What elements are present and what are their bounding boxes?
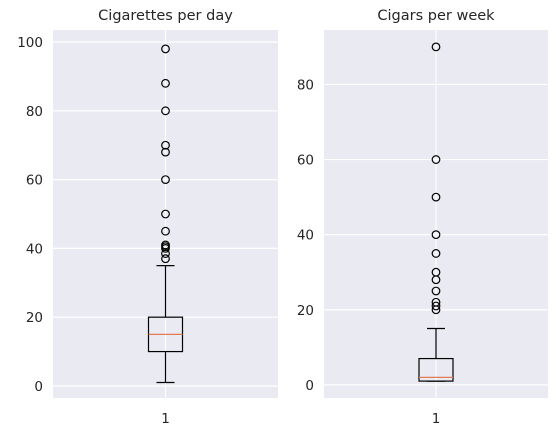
- outlier-point: [161, 147, 170, 157]
- outlier-point: [161, 226, 170, 236]
- outlier-point: [161, 240, 170, 250]
- outlier-point: [161, 44, 170, 54]
- chart-title: Cigarettes per day: [98, 8, 233, 24]
- y-tick-label: 80: [297, 77, 314, 93]
- y-tick-label: 40: [26, 241, 43, 257]
- y-tick-label: 0: [34, 379, 43, 395]
- x-tick-label: 1: [432, 411, 441, 427]
- boxplot: [418, 327, 454, 382]
- gridlines: [324, 30, 548, 398]
- y-tick-label: 60: [297, 153, 314, 169]
- outlier-point: [161, 254, 170, 264]
- outlier-point: [431, 267, 441, 277]
- outlier-point: [431, 286, 441, 296]
- y-tick-labels: 0 20 40 60 80: [297, 77, 314, 393]
- y-tick-label: 20: [26, 310, 43, 326]
- y-tick-label: 0: [305, 378, 314, 394]
- outlier-point: [431, 155, 441, 164]
- outlier-point: [161, 249, 170, 258]
- outlier-point: [161, 175, 170, 185]
- x-tick-label: 1: [161, 411, 170, 427]
- y-tick-labels: 0 20 40 60 80 100: [17, 35, 43, 395]
- y-tick-label: 80: [26, 104, 43, 120]
- outlier-point: [431, 249, 441, 258]
- y-tick-label: 100: [17, 35, 43, 51]
- outliers: [161, 44, 170, 264]
- iqr-box: [418, 357, 454, 382]
- chart-panel-cigarettes: 0 20 40 60 80 100 1 Cigarettes per day: [17, 8, 278, 427]
- y-tick-label: 60: [26, 173, 43, 189]
- outlier-point: [161, 209, 170, 219]
- outlier-point: [431, 297, 441, 307]
- chart-title: Cigars per week: [377, 8, 495, 24]
- outlier-point: [431, 230, 441, 240]
- chart-panel-cigars: 0 20 40 60 80 1 Cigars per week: [297, 8, 548, 427]
- y-tick-label: 20: [297, 303, 314, 319]
- outlier-point: [431, 192, 441, 202]
- outliers: [431, 42, 441, 315]
- outlier-point: [161, 78, 170, 88]
- outlier-point: [431, 301, 441, 311]
- outlier-point: [431, 42, 441, 52]
- y-tick-label: 40: [297, 228, 314, 244]
- boxplot: [147, 264, 184, 384]
- outlier-point: [161, 106, 170, 116]
- outlier-point: [161, 140, 170, 150]
